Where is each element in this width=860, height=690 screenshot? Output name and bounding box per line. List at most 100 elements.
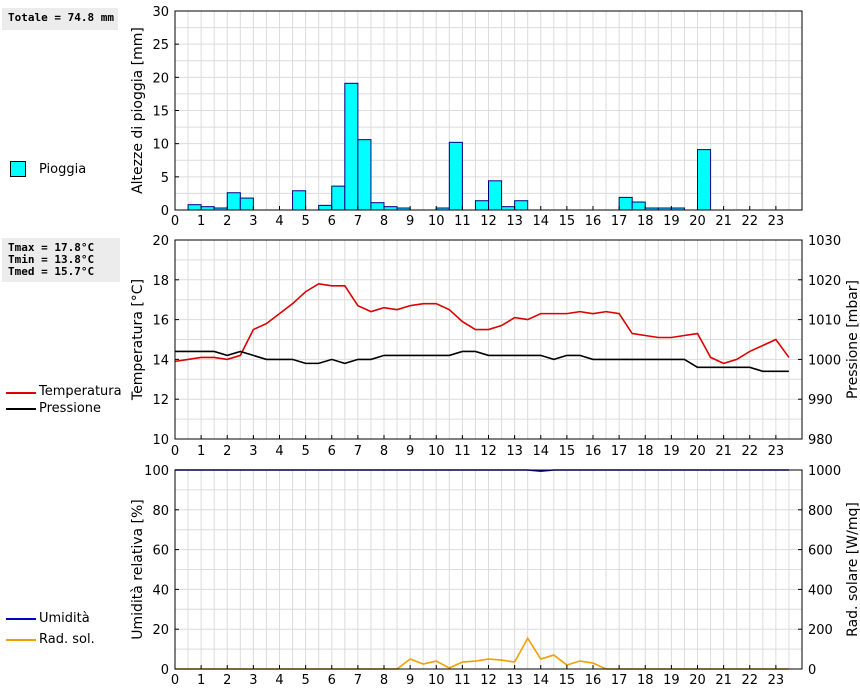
x-tick-label: 6 xyxy=(328,214,336,229)
y2-tick-label: 1010 xyxy=(808,314,841,329)
rain-bar xyxy=(239,197,254,211)
y-tick-label: 14 xyxy=(152,353,169,368)
radiation-legend-line xyxy=(6,639,36,641)
x-tick-label: 15 xyxy=(559,673,576,688)
x-tick-label: 23 xyxy=(768,444,785,459)
x-tick-label: 6 xyxy=(328,673,336,688)
pressure-legend-label: Pressione xyxy=(39,401,102,416)
temperature-legend-line xyxy=(6,392,36,394)
y-axis-label: Altezze di pioggia [mm] xyxy=(130,27,146,194)
rain-bar xyxy=(618,196,633,211)
y-tick-label: 16 xyxy=(152,314,169,329)
x-tick-label: 23 xyxy=(768,673,785,688)
x-tick-label: 18 xyxy=(637,673,654,688)
x-tick-label: 21 xyxy=(715,214,732,229)
x-tick-label: 2 xyxy=(223,444,231,459)
x-tick-label: 0 xyxy=(171,673,179,688)
rain-bar xyxy=(514,200,529,211)
temperature-legend-label: Temperatura xyxy=(39,384,122,399)
y-tick-label: 0 xyxy=(161,663,169,678)
y-tick-label: 0 xyxy=(161,204,169,219)
x-tick-label: 20 xyxy=(689,214,706,229)
x-tick-label: 15 xyxy=(559,214,576,229)
tmax-text: Tmax = 17.8°C xyxy=(8,241,95,254)
x-tick-label: 17 xyxy=(611,673,628,688)
x-tick-label: 3 xyxy=(249,444,257,459)
tmed-text: Tmed = 15.7°C xyxy=(8,265,95,278)
rain-bar xyxy=(292,190,307,211)
x-tick-label: 2 xyxy=(223,214,231,229)
x-tick-label: 20 xyxy=(689,673,706,688)
y-tick-label: 60 xyxy=(152,544,169,559)
pressure-legend-line xyxy=(6,408,36,410)
x-tick-label: 3 xyxy=(249,214,257,229)
y2-tick-label: 400 xyxy=(808,583,833,598)
x-tick-label: 7 xyxy=(354,444,362,459)
x-tick-label: 22 xyxy=(741,673,758,688)
y-tick-label: 30 xyxy=(152,5,169,20)
y-tick-label: 5 xyxy=(161,171,169,186)
x-tick-label: 19 xyxy=(663,444,680,459)
x-tick-label: 12 xyxy=(480,214,497,229)
x-tick-label: 5 xyxy=(301,444,309,459)
y2-tick-label: 980 xyxy=(808,433,833,448)
rain-bar xyxy=(370,202,385,211)
x-tick-label: 23 xyxy=(768,214,785,229)
x-tick-label: 1 xyxy=(197,673,205,688)
rain-bar xyxy=(344,82,359,211)
x-tick-label: 13 xyxy=(506,673,523,688)
x-tick-label: 12 xyxy=(480,444,497,459)
rain-bar xyxy=(226,192,241,211)
x-tick-label: 12 xyxy=(480,673,497,688)
y-tick-label: 18 xyxy=(152,274,169,289)
x-tick-label: 2 xyxy=(223,673,231,688)
y2-tick-label: 800 xyxy=(808,504,833,519)
y2-tick-label: 1020 xyxy=(808,274,841,289)
x-tick-label: 10 xyxy=(428,444,445,459)
rain-legend-swatch xyxy=(10,161,26,177)
tmin-text: Tmin = 13.8°C xyxy=(8,253,95,266)
rain-total-box: Totale = 74.8 mm xyxy=(2,8,118,30)
rain-bar xyxy=(448,141,463,211)
y-tick-label: 100 xyxy=(144,464,169,479)
y-tick-label: 40 xyxy=(152,583,169,598)
temperature-stats-box: Tmax = 17.8°C Tmin = 13.8°C Tmed = 15.7°C xyxy=(2,238,120,282)
x-tick-label: 9 xyxy=(406,444,414,459)
y2-tick-label: 990 xyxy=(808,393,833,408)
radiation-line xyxy=(175,636,789,670)
x-tick-label: 9 xyxy=(406,673,414,688)
x-tick-label: 16 xyxy=(585,673,602,688)
humidity-legend-label: Umidità xyxy=(39,611,90,626)
x-tick-label: 17 xyxy=(611,214,628,229)
x-tick-label: 19 xyxy=(663,214,680,229)
x-tick-label: 7 xyxy=(354,673,362,688)
y2-tick-label: 1000 xyxy=(808,353,841,368)
y-tick-label: 10 xyxy=(152,433,169,448)
x-tick-label: 11 xyxy=(454,673,471,688)
x-tick-label: 22 xyxy=(741,214,758,229)
x-tick-label: 11 xyxy=(454,214,471,229)
x-tick-label: 13 xyxy=(506,214,523,229)
x-tick-label: 6 xyxy=(328,444,336,459)
x-tick-label: 10 xyxy=(428,214,445,229)
rain-bar xyxy=(318,204,333,211)
y-axis-label: Umidità relativa [%] xyxy=(130,499,146,640)
x-tick-label: 4 xyxy=(275,673,283,688)
y-tick-label: 25 xyxy=(152,38,169,53)
y-tick-label: 20 xyxy=(152,71,169,86)
y2-axis-label: Rad. solare [W/mq] xyxy=(845,502,860,637)
humidity-legend-line xyxy=(6,618,36,620)
x-tick-label: 17 xyxy=(611,444,628,459)
x-tick-label: 8 xyxy=(380,214,388,229)
x-tick-label: 0 xyxy=(171,444,179,459)
rain-bar xyxy=(474,200,489,211)
y-tick-label: 20 xyxy=(152,234,169,249)
y-axis-label: Temperatura [°C] xyxy=(130,279,146,401)
x-tick-label: 18 xyxy=(637,214,654,229)
x-tick-label: 10 xyxy=(428,673,445,688)
x-tick-label: 13 xyxy=(506,444,523,459)
x-tick-label: 8 xyxy=(380,673,388,688)
x-tick-label: 14 xyxy=(532,214,549,229)
y2-tick-label: 1030 xyxy=(808,234,841,249)
